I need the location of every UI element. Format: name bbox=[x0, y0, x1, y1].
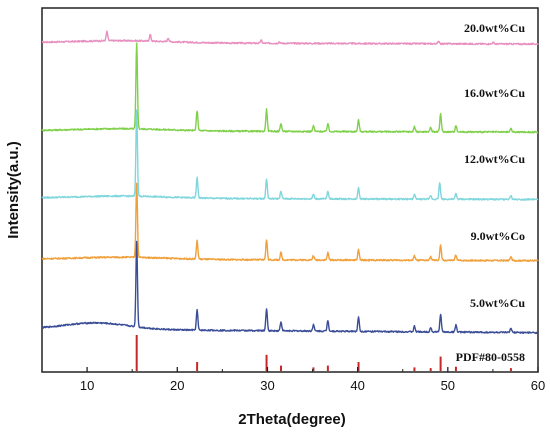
series-label: 5.0wt%Cu bbox=[470, 296, 525, 310]
series-label: 16.0wt%Cu bbox=[464, 86, 525, 100]
series-label: 9.0wt%Co bbox=[471, 229, 525, 243]
x-tick-label: 50 bbox=[441, 378, 455, 393]
x-tick-label: 60 bbox=[531, 378, 545, 393]
series-labels: 20.0wt%Cu 16.0wt%Cu 12.0wt%Cu 9.0wt%Co 5.0wt… bbox=[456, 21, 526, 364]
series-line bbox=[41, 109, 539, 201]
x-axis-title: 2Theta(degree) bbox=[238, 411, 346, 428]
reference-label: PDF#80-0558 bbox=[456, 350, 525, 364]
series-layer bbox=[41, 30, 539, 335]
series-line bbox=[41, 182, 539, 262]
x-tick-label: 40 bbox=[350, 378, 364, 393]
x-tick-label: 20 bbox=[170, 378, 184, 393]
x-tick-label: 10 bbox=[80, 378, 94, 393]
x-tick-label: 30 bbox=[260, 378, 274, 393]
series-line bbox=[41, 30, 539, 46]
reference-layer bbox=[135, 335, 512, 371]
series-label: 20.0wt%Cu bbox=[464, 21, 525, 35]
y-axis-title: Intensity(a.u.) bbox=[5, 141, 22, 239]
plot-frame bbox=[41, 7, 539, 373]
plot-border bbox=[41, 7, 539, 373]
series-label: 12.0wt%Cu bbox=[464, 152, 525, 166]
series-line bbox=[41, 240, 539, 335]
series-line bbox=[41, 42, 539, 134]
x-ticks: 10 20 30 40 50 60 bbox=[80, 367, 545, 393]
